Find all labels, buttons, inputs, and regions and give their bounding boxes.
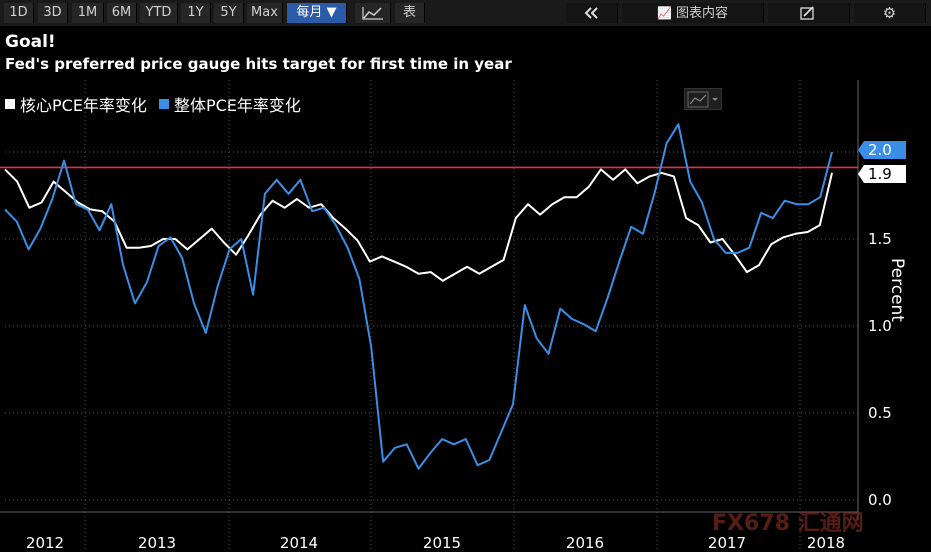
x-tick-label: 2012	[26, 534, 64, 552]
legend-item-core[interactable]: 核心PCE年率变化	[5, 92, 147, 116]
range-1d-button[interactable]: 1D	[4, 3, 34, 23]
legend-swatch-core	[5, 99, 15, 109]
range-5y-button[interactable]: 5Y	[214, 3, 244, 23]
chart-content-label: 图表内容	[676, 6, 729, 21]
edit-icon	[800, 6, 814, 20]
x-tick-label: 2015	[423, 534, 461, 552]
line-chart-toggle[interactable]	[355, 3, 391, 23]
line-chart-icon	[362, 7, 383, 20]
last-value-label-headline: 2.0	[858, 141, 906, 159]
y-tick-label: 0.5	[868, 404, 892, 422]
svg-text:2.0: 2.0	[868, 141, 892, 159]
table-toggle[interactable]: 表	[395, 3, 425, 23]
range-max-button[interactable]: Max	[247, 3, 283, 23]
chart-type-mini-button[interactable]	[684, 88, 722, 110]
series-line-core	[4, 168, 833, 282]
legend-label-headline: 整体PCE年率变化	[173, 96, 301, 115]
last-value-label-core: 1.9	[858, 165, 906, 183]
y-tick-label: 0.0	[868, 491, 892, 509]
settings-button[interactable]: ⚙	[854, 3, 926, 23]
double-chevron-left-icon	[584, 7, 598, 19]
range-1y-button[interactable]: 1Y	[181, 3, 211, 23]
legend: 核心PCE年率变化 整体PCE年率变化	[5, 90, 313, 118]
range-ytd-button[interactable]: YTD	[140, 3, 178, 23]
range-3d-button[interactable]: 3D	[38, 3, 68, 23]
legend-item-headline[interactable]: 整体PCE年率变化	[158, 92, 301, 116]
chart-content-icon: 📈	[656, 6, 672, 20]
toolbar: 1D 3D 1M 6M YTD 1Y 5Y Max 每月 ▼ 表 📈 图表内容 …	[0, 0, 931, 26]
chart-title: Goal!	[5, 32, 56, 52]
y-tick-label: 1.0	[868, 317, 892, 335]
series-line-headline	[4, 123, 833, 470]
x-tick-label: 2018	[807, 534, 845, 552]
range-1m-button[interactable]: 1M	[72, 3, 104, 23]
chart-subtitle: Fed's preferred price gauge hits target …	[5, 55, 512, 73]
range-6m-button[interactable]: 6M	[107, 3, 137, 23]
x-tick-label: 2017	[708, 534, 746, 552]
legend-swatch-headline	[158, 99, 169, 109]
mini-line-chart-icon	[687, 91, 718, 108]
legend-label-core: 核心PCE年率变化	[20, 96, 147, 115]
back-button[interactable]	[566, 3, 618, 23]
y-tick-label: 1.5	[868, 230, 892, 248]
x-tick-label: 2014	[280, 534, 318, 552]
gear-icon: ⚙	[882, 4, 897, 22]
frequency-dropdown[interactable]: 每月 ▼	[287, 3, 347, 23]
watermark: FX678 汇通网	[712, 511, 864, 536]
edit-button[interactable]	[768, 3, 850, 23]
x-tick-label: 2013	[138, 534, 176, 552]
svg-text:1.9: 1.9	[868, 165, 892, 183]
x-tick-label: 2016	[566, 534, 604, 552]
y-axis-title: Percent	[887, 258, 907, 322]
chart-content-button[interactable]: 📈 图表内容	[622, 3, 764, 23]
